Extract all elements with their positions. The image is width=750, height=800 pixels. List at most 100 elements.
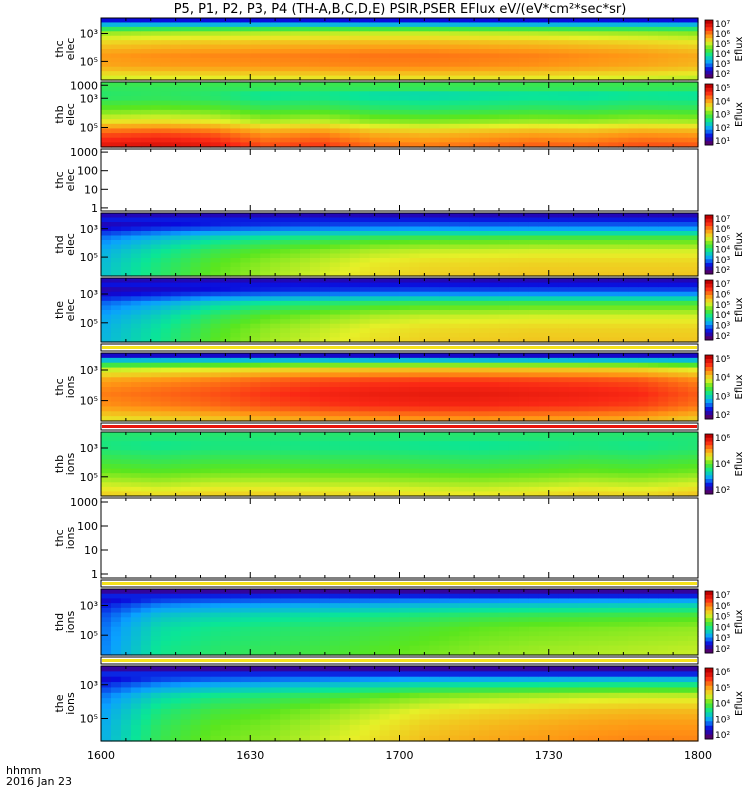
heatmap-cell	[290, 91, 301, 97]
heatmap-cell	[280, 231, 291, 237]
heatmap-cell	[558, 332, 570, 339]
heatmap-cell	[638, 35, 649, 41]
heatmap-cell	[389, 91, 401, 97]
heatmap-cell	[449, 109, 460, 116]
heatmap-cell	[608, 213, 619, 219]
heatmap-cell	[240, 249, 251, 255]
heatmap-cell	[290, 291, 301, 297]
heatmap-cell	[369, 114, 381, 120]
heatmap-cell	[250, 142, 261, 148]
heatmap-cell	[439, 222, 450, 228]
heatmap-cell	[130, 222, 142, 228]
heatmap-cell	[638, 142, 649, 148]
heatmap-cell	[389, 401, 401, 408]
heatmap-cell	[300, 396, 311, 403]
heatmap-cell	[528, 323, 540, 329]
heatmap-cell	[190, 253, 202, 259]
heatmap-cell	[130, 305, 142, 311]
heatmap-cell	[240, 235, 251, 241]
heatmap-cell	[508, 119, 520, 125]
heatmap-cell	[608, 362, 619, 369]
heatmap-cell	[260, 337, 271, 343]
heatmap-cell	[309, 310, 321, 316]
heatmap-cell	[319, 314, 331, 320]
heatmap-cell	[588, 75, 600, 81]
heatmap-cell	[120, 31, 132, 37]
heatmap-cell	[200, 401, 212, 408]
heatmap-cell	[469, 300, 480, 307]
heatmap-cell	[319, 441, 331, 447]
heatmap-cell	[250, 445, 261, 451]
heatmap-cell	[140, 95, 152, 102]
heatmap-cell	[618, 377, 629, 383]
heatmap-cell	[598, 391, 610, 398]
heatmap-cell	[309, 114, 321, 120]
heatmap-cell	[369, 391, 381, 398]
heatmap-cell	[369, 123, 381, 130]
heatmap-cell	[250, 473, 261, 479]
heatmap-cell	[618, 226, 629, 232]
heatmap-cell	[668, 411, 679, 417]
heatmap-cell	[130, 119, 142, 125]
heatmap-cell	[160, 123, 172, 130]
heatmap-cell	[449, 40, 460, 46]
heatmap-cell	[230, 57, 241, 63]
heatmap-cell	[518, 310, 530, 316]
heatmap-cell	[369, 300, 381, 307]
heatmap-cell	[479, 53, 490, 59]
heatmap-cell	[618, 235, 629, 241]
heatmap-cell	[389, 235, 401, 241]
heatmap-cell	[578, 31, 590, 37]
heatmap-cell	[280, 491, 291, 497]
heatmap-cell	[429, 53, 440, 59]
heatmap-cell	[688, 300, 699, 307]
colorbar-segment	[705, 59, 713, 64]
heatmap-cell	[319, 244, 331, 250]
heatmap-cell	[260, 310, 271, 316]
heatmap-cell	[678, 401, 689, 408]
heatmap-cell	[628, 71, 639, 77]
heatmap-cell	[568, 240, 580, 246]
heatmap-cell	[588, 337, 600, 343]
heatmap-cell	[150, 75, 162, 81]
heatmap-cell	[240, 454, 251, 461]
heatmap-cell	[558, 40, 570, 46]
heatmap-cell	[409, 387, 420, 393]
heatmap-cell	[389, 53, 401, 59]
heatmap-cell	[220, 44, 231, 50]
heatmap-cell	[250, 328, 261, 334]
heatmap-cell	[110, 377, 122, 383]
heatmap-cell	[260, 123, 271, 130]
heatmap-cell	[648, 105, 659, 111]
heatmap-cell	[150, 441, 162, 447]
heatmap-cell	[449, 119, 460, 125]
heatmap-cell	[499, 387, 510, 393]
heatmap-cell	[190, 441, 202, 447]
heatmap-cell	[280, 253, 291, 259]
heatmap-cell	[439, 396, 450, 403]
heatmap-cell	[101, 40, 112, 46]
heatmap-cell	[548, 44, 560, 50]
heatmap-cell	[230, 482, 241, 488]
heatmap-cell	[499, 362, 510, 369]
heatmap-cell	[240, 213, 251, 219]
heatmap-cell	[588, 314, 600, 320]
heatmap-cell	[200, 62, 212, 68]
heatmap-cell	[101, 44, 112, 50]
heatmap-cell	[270, 445, 281, 451]
heatmap-cell	[190, 53, 202, 59]
heatmap-cell	[220, 323, 231, 329]
heatmap-cell	[319, 396, 331, 403]
heatmap-cell	[598, 217, 610, 223]
heatmap-cell	[130, 109, 142, 116]
heatmap-cell	[250, 44, 261, 50]
heatmap-cell	[479, 133, 490, 139]
heatmap-cell	[678, 262, 689, 268]
heatmap-cell	[210, 372, 221, 378]
heatmap-cell	[130, 411, 142, 417]
heatmap-cell	[180, 305, 192, 311]
heatmap-cell	[319, 473, 331, 479]
heatmap-cell	[260, 468, 271, 474]
heatmap-cell	[170, 486, 182, 493]
heatmap-cell	[120, 382, 132, 388]
